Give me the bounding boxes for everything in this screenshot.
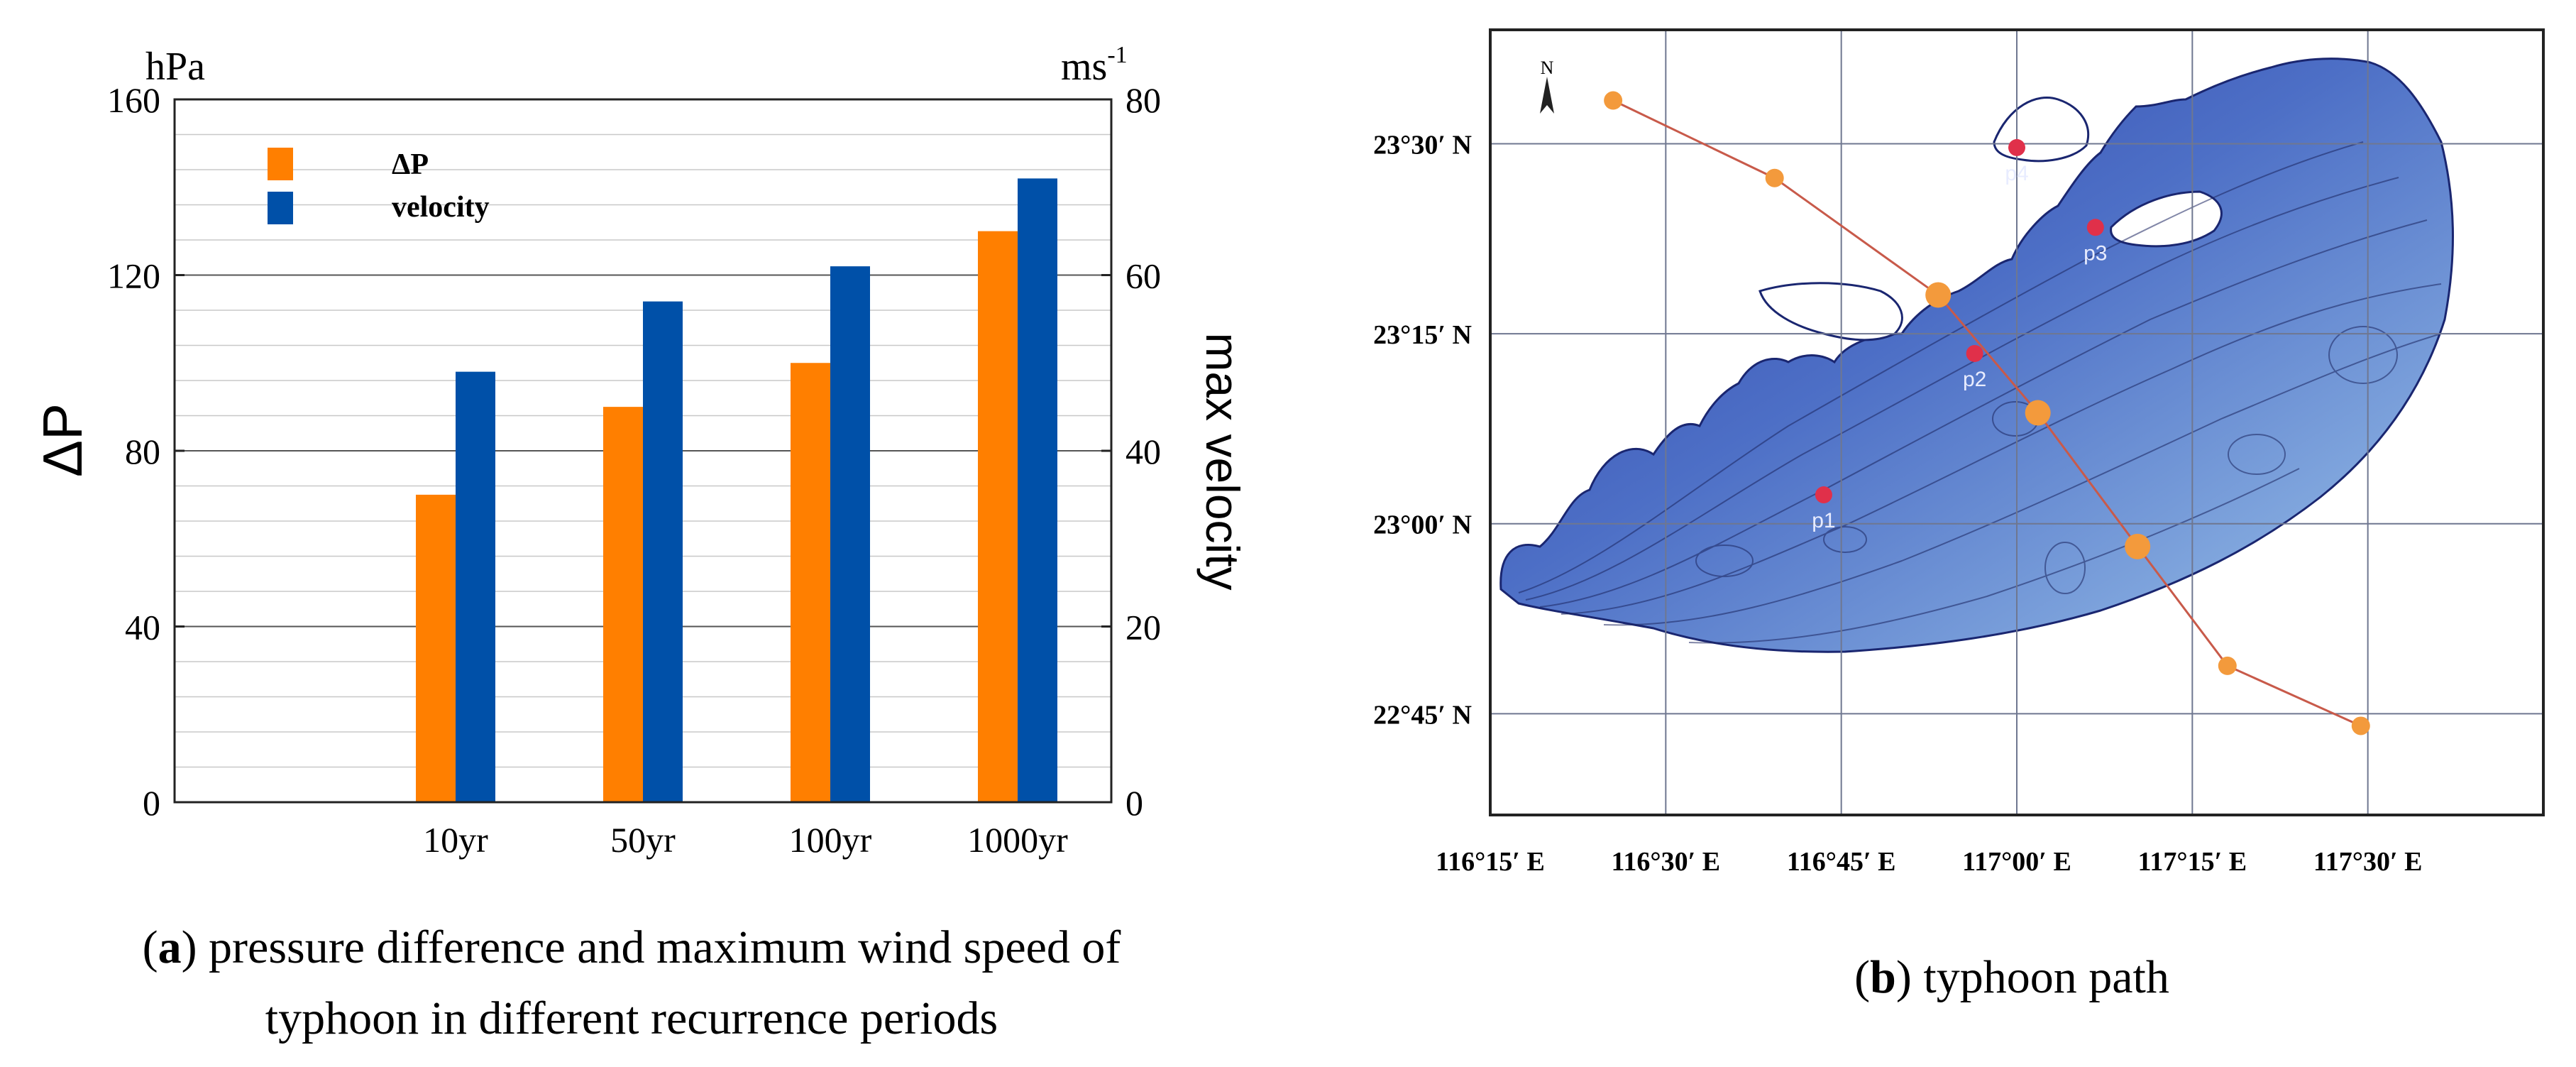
map-content: p1 p2 p3 p4 N	[1490, 30, 2543, 815]
track-point	[1604, 91, 1623, 110]
north-label: N	[1541, 58, 1554, 78]
legend-swatch-dp	[268, 148, 293, 180]
right-tick-label: 0	[1125, 783, 1143, 823]
track-point	[1925, 282, 1952, 308]
caption-b: (b) typhoon path	[1854, 951, 2169, 1003]
latitude-label: 23°30′ N	[1373, 131, 1472, 160]
track-point	[1765, 168, 1784, 187]
right-tick-label: 80	[1125, 80, 1161, 120]
map-frame	[1489, 28, 2545, 816]
station-label: p3	[2084, 241, 2107, 265]
legend: ΔP velocity	[268, 148, 490, 224]
category-label: 100yr	[789, 820, 872, 860]
legend-swatch-velocity	[268, 192, 293, 224]
left-tick-label: 40	[125, 608, 160, 647]
longitude-label: 117°00′ E	[1962, 847, 2071, 877]
contour-closed	[1823, 526, 1867, 553]
track-point	[2351, 716, 2370, 735]
contour-closed	[2328, 326, 2398, 384]
category-label: 1000yr	[967, 820, 1068, 860]
contour-closed	[1695, 545, 1754, 577]
legend-label-velocity: velocity	[392, 191, 490, 224]
station-label: p2	[1963, 368, 1986, 391]
north-arrow-icon	[1540, 77, 1554, 114]
station-p2	[1966, 344, 1983, 362]
axis-ticks: 0 40 80 120 160 0 20 40 60 80 10yr 50yr 100yr 1000yr	[107, 80, 1161, 860]
category-label: 50yr	[610, 820, 676, 860]
left-tick-label: 160	[107, 80, 160, 120]
bar-velocity-1000yr	[1018, 178, 1057, 802]
bar-dp-10yr	[416, 494, 456, 802]
bar-series	[416, 178, 1057, 802]
station-label: p4	[2005, 162, 2028, 185]
longitude-label: 117°30′ E	[2313, 847, 2423, 877]
contour-closed	[2228, 434, 2286, 475]
left-axis-unit: hPa	[145, 45, 205, 89]
right-axis-unit: ms-1	[1061, 42, 1128, 89]
caption-a-line1: (a) pressure difference and maximum wind…	[143, 921, 1121, 973]
map-axis-labels: 116°15′ E 116°30′ E 116°45′ E 117°00′ E 117°…	[1373, 131, 2422, 877]
latitude-label: 22°45′ N	[1373, 700, 1472, 730]
contour-line	[1539, 219, 2428, 608]
station-p1	[1815, 486, 1832, 504]
right-tick-label: 20	[1125, 608, 1161, 647]
latitude-label: 23°15′ N	[1373, 320, 1472, 350]
track-point	[2025, 400, 2051, 426]
left-tick-label: 120	[107, 256, 160, 296]
legend-label-dp: ΔP	[392, 148, 429, 181]
caption-a-line2: typhoon in different recurrence periods	[265, 992, 998, 1044]
station-p3	[2086, 219, 2104, 236]
north-arrow: N	[1540, 58, 1554, 114]
station-markers: p1 p2 p3 p4	[1812, 138, 2107, 532]
right-tick-label: 60	[1125, 256, 1161, 296]
contour-line	[1561, 283, 2442, 615]
left-tick-label: 0	[143, 783, 160, 823]
station-p4	[2008, 138, 2025, 156]
left-axis-label: ΔP	[31, 403, 94, 477]
contour-line	[1603, 333, 2442, 626]
track-point	[2218, 656, 2237, 675]
right-tick-label: 40	[1125, 432, 1161, 471]
bar-velocity-10yr	[456, 371, 495, 802]
bar-dp-50yr	[603, 407, 643, 802]
contour-closed	[2044, 542, 2086, 594]
bar-dp-100yr	[791, 363, 830, 802]
track-point	[2125, 533, 2151, 559]
left-tick-label: 80	[125, 432, 160, 471]
longitude-label: 117°15′ E	[2138, 847, 2247, 877]
right-axis-label: max velocity	[1196, 332, 1249, 590]
longitude-label: 116°30′ E	[1612, 847, 1721, 877]
longitude-label: 116°15′ E	[1436, 847, 1545, 877]
bar-velocity-100yr	[830, 266, 870, 802]
contour-line	[1688, 468, 2300, 644]
bar-dp-1000yr	[978, 231, 1018, 802]
longitude-label: 116°45′ E	[1787, 847, 1896, 877]
typhoon-track-points	[1604, 91, 2370, 735]
category-label: 10yr	[423, 820, 488, 860]
contour-line	[1525, 177, 2399, 601]
station-label: p1	[1812, 509, 1835, 532]
bar-velocity-50yr	[643, 301, 683, 802]
latitude-label: 23°00′ N	[1373, 510, 1472, 540]
